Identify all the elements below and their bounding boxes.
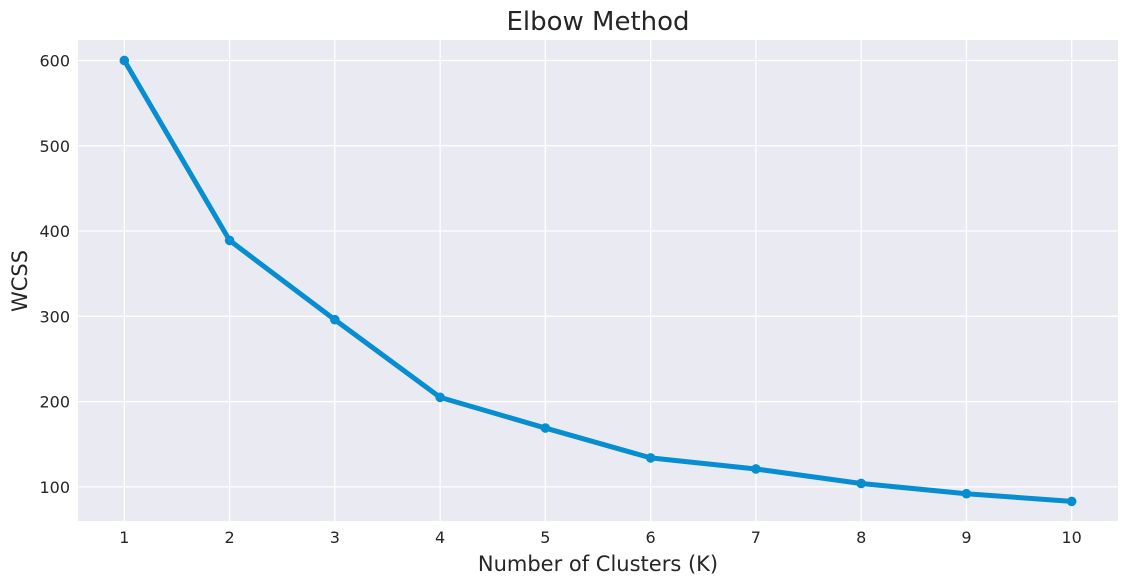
y-axis-label: WCSS <box>8 250 32 312</box>
y-tick-label: 500 <box>39 137 70 156</box>
y-tick-label: 100 <box>39 478 70 497</box>
x-gridlines <box>123 40 1073 521</box>
x-axis-label: Number of Clusters (K) <box>478 552 718 576</box>
x-tick-label: 1 <box>119 528 129 547</box>
x-tick-label: 9 <box>961 528 971 547</box>
x-tick-label: 5 <box>540 528 550 547</box>
x-tick-label: 3 <box>330 528 340 547</box>
series-group <box>119 55 1077 507</box>
x-tick-labels: 1 2 3 4 5 6 7 8 9 10 <box>119 528 1082 547</box>
wcss-data-point <box>224 235 235 246</box>
x-tick-label: 4 <box>435 528 445 547</box>
x-tick-label: 10 <box>1062 528 1082 547</box>
chart-title: Elbow Method <box>506 7 689 37</box>
wcss-data-point <box>645 453 656 463</box>
y-tick-label: 300 <box>39 307 70 326</box>
x-tick-label: 6 <box>646 528 656 547</box>
wcss-data-point <box>119 55 130 66</box>
wcss-data-point <box>330 314 340 325</box>
y-tick-label: 600 <box>39 51 70 70</box>
wcss-data-point <box>540 423 551 433</box>
wcss-data-point <box>435 392 445 403</box>
x-tick-label: 8 <box>856 528 866 547</box>
plot-area <box>78 40 1118 521</box>
y-tick-label: 400 <box>39 222 70 241</box>
x-tick-label: 7 <box>751 528 761 547</box>
x-tick-label: 2 <box>224 528 234 547</box>
wcss-data-point <box>856 478 866 489</box>
wcss-data-point <box>751 464 761 474</box>
wcss-series-line <box>121 57 1075 504</box>
y-tick-label: 200 <box>39 393 70 412</box>
y-tick-labels: 100 200 300 400 500 600 <box>39 51 70 496</box>
y-gridlines <box>78 59 1118 488</box>
wcss-data-point <box>961 488 972 499</box>
wcss-data-point <box>1066 496 1077 507</box>
